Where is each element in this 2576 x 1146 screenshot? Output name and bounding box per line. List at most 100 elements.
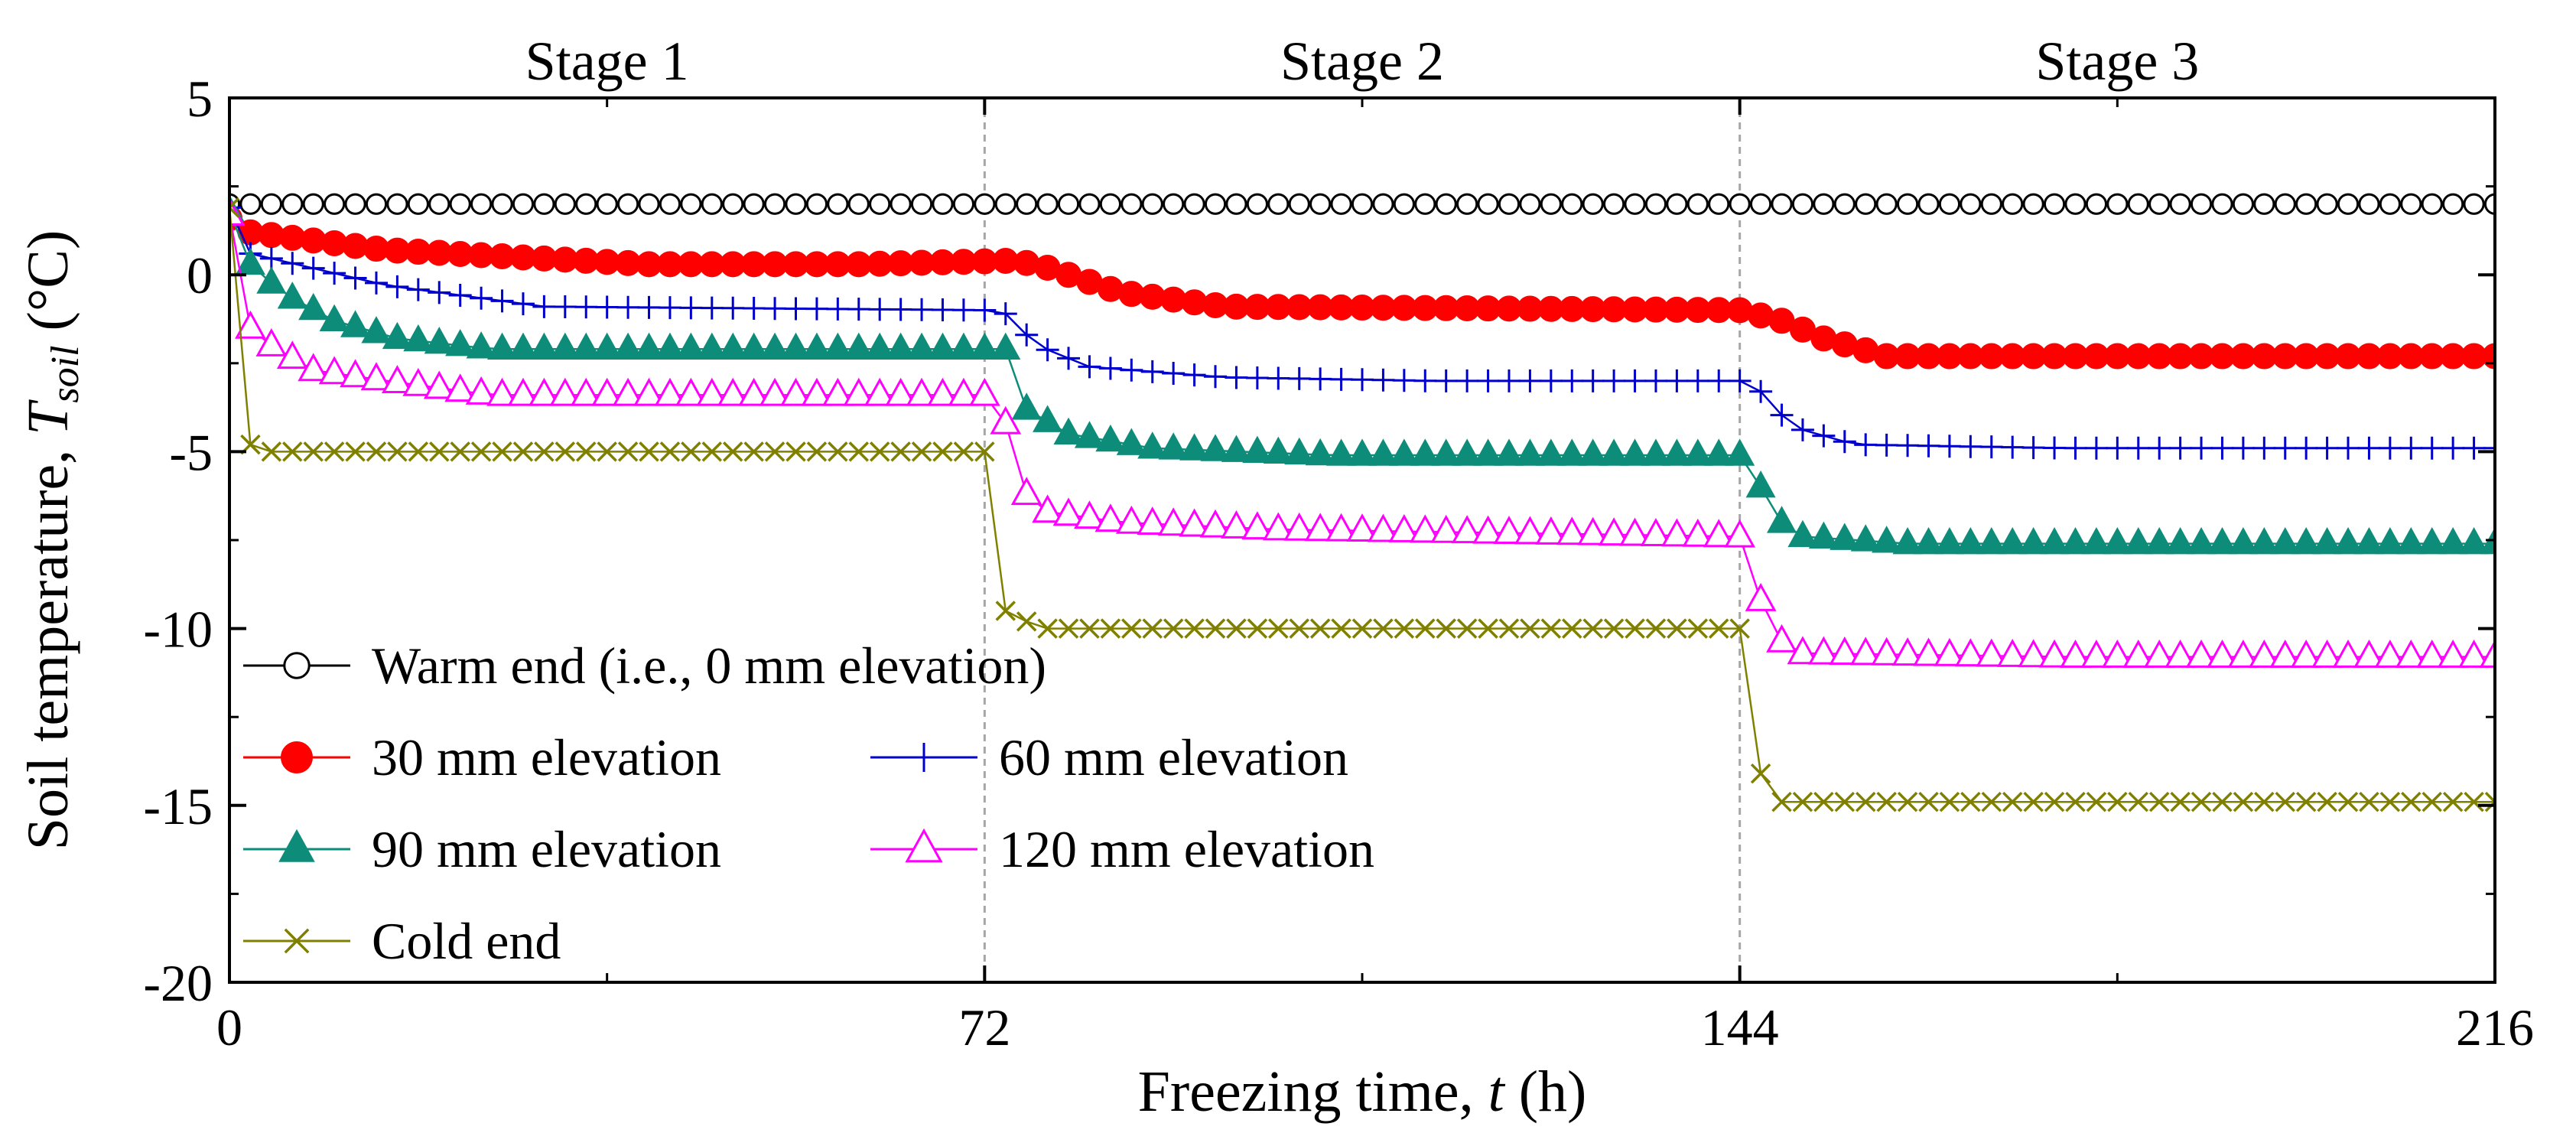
data-point-cold-15	[534, 441, 555, 462]
data-point-cold-106	[2442, 791, 2464, 812]
data-point-e120-15	[528, 377, 560, 406]
data-point-e120-70	[1682, 518, 1714, 547]
data-point-warm-33	[910, 193, 933, 215]
data-point-e60-35	[951, 298, 975, 322]
data-point-cold-38	[1016, 611, 1037, 632]
data-point-e120-22	[675, 377, 707, 406]
data-point-cold-65	[1582, 618, 1603, 639]
data-point-cold-33	[911, 441, 932, 462]
data-point-e60-40	[1057, 347, 1081, 370]
data-point-e90-84	[1976, 527, 2007, 555]
legend-marker-e120	[905, 828, 943, 863]
data-point-e120-97	[2248, 639, 2280, 668]
data-point-cold-85	[2002, 791, 2023, 812]
data-point-e90-11	[445, 329, 476, 356]
data-point-e120-74	[1766, 623, 1797, 653]
data-point-warm-60	[1477, 193, 1499, 215]
data-point-e60-54	[1351, 368, 1374, 392]
data-point-e90-94	[2186, 527, 2217, 555]
data-point-e120-1	[235, 310, 266, 339]
data-point-e120-18	[591, 377, 623, 406]
data-point-e90-54	[1347, 438, 1377, 466]
data-point-e120-57	[1409, 514, 1441, 543]
y-axis-title-subscript: soil	[44, 345, 87, 402]
data-point-e60-6	[343, 266, 367, 290]
data-point-e60-83	[1959, 435, 1982, 458]
data-point-cold-53	[1331, 618, 1351, 639]
data-point-warm-41	[1078, 193, 1101, 215]
data-point-cold-7	[366, 441, 387, 462]
data-point-e90-82	[1934, 527, 1965, 555]
legend-marker-warm	[283, 652, 311, 679]
data-point-cold-73	[1750, 763, 1771, 784]
data-point-e90-2	[256, 266, 287, 294]
data-point-warm-3	[281, 193, 304, 215]
data-point-e60-43	[1120, 358, 1143, 382]
data-point-e90-4	[298, 292, 329, 321]
data-point-warm-80	[1896, 193, 1919, 215]
data-point-warm-44	[1141, 193, 1163, 215]
data-point-cold-45	[1163, 618, 1184, 639]
legend-marker-e90	[278, 829, 315, 862]
data-point-warm-1	[239, 193, 262, 215]
data-point-e60-104	[2399, 436, 2423, 460]
data-point-cold-108	[2484, 791, 2495, 812]
data-point-e120-3	[276, 340, 308, 370]
data-point-cold-26	[764, 441, 785, 462]
data-point-cold-92	[2148, 791, 2170, 812]
data-point-e90-97	[2249, 527, 2279, 555]
data-point-e90-95	[2207, 527, 2238, 555]
data-point-e90-40	[1053, 417, 1084, 445]
data-point-e120-7	[360, 362, 392, 391]
data-point-e60-37	[994, 302, 1017, 326]
data-point-e90-53	[1326, 438, 1357, 466]
data-point-e120-46	[1179, 508, 1210, 537]
data-point-cold-9	[408, 441, 429, 462]
data-point-cold-52	[1309, 618, 1331, 639]
data-point-e90-76	[1808, 521, 1839, 549]
data-point-e120-83	[1954, 638, 1986, 667]
data-point-e120-93	[2165, 639, 2197, 668]
data-point-e120-105	[2416, 639, 2448, 668]
data-point-warm-72	[1729, 193, 1751, 215]
data-point-e120-24	[717, 377, 749, 406]
data-point-warm-27	[785, 193, 807, 215]
data-point-e60-2	[259, 246, 283, 270]
series-line-e60	[229, 207, 2495, 450]
data-point-e90-69	[1661, 438, 1692, 466]
data-point-warm-13	[491, 193, 513, 215]
data-point-e90-86	[2018, 527, 2049, 555]
data-point-e120-62	[1514, 516, 1546, 545]
data-point-e90-25	[739, 332, 769, 360]
x-tick-label-0: 0	[216, 998, 242, 1056]
data-point-e60-25	[742, 297, 766, 321]
data-point-e90-63	[1536, 438, 1566, 466]
y-tick-label-5: 5	[187, 70, 213, 128]
data-point-e120-40	[1052, 497, 1085, 526]
data-point-cold-21	[659, 441, 681, 462]
data-point-e90-52	[1305, 438, 1335, 466]
data-point-e60-66	[1602, 369, 1626, 392]
data-point-e120-37	[990, 405, 1022, 435]
data-point-e90-33	[906, 332, 937, 360]
data-point-warm-76	[1813, 193, 1835, 215]
data-point-e60-62	[1518, 369, 1542, 392]
data-point-e120-63	[1535, 516, 1567, 545]
data-point-e90-21	[655, 332, 685, 360]
data-point-warm-87	[2043, 193, 2066, 215]
data-point-e120-84	[1976, 638, 2008, 667]
data-point-e120-6	[340, 359, 371, 388]
data-point-e60-11	[448, 284, 472, 308]
data-point-warm-48	[1225, 193, 1247, 215]
data-point-e90-50	[1263, 436, 1293, 464]
data-point-warm-81	[1917, 193, 1940, 215]
data-point-e60-23	[700, 296, 724, 320]
data-point-e90-81	[1913, 527, 1944, 555]
data-point-e60-44	[1140, 360, 1164, 383]
data-point-cold-104	[2401, 791, 2422, 812]
data-point-e120-35	[948, 377, 980, 406]
data-point-e120-10	[423, 370, 455, 399]
data-point-e60-7	[364, 271, 388, 295]
data-point-warm-34	[932, 193, 954, 215]
data-point-e60-27	[784, 297, 808, 321]
